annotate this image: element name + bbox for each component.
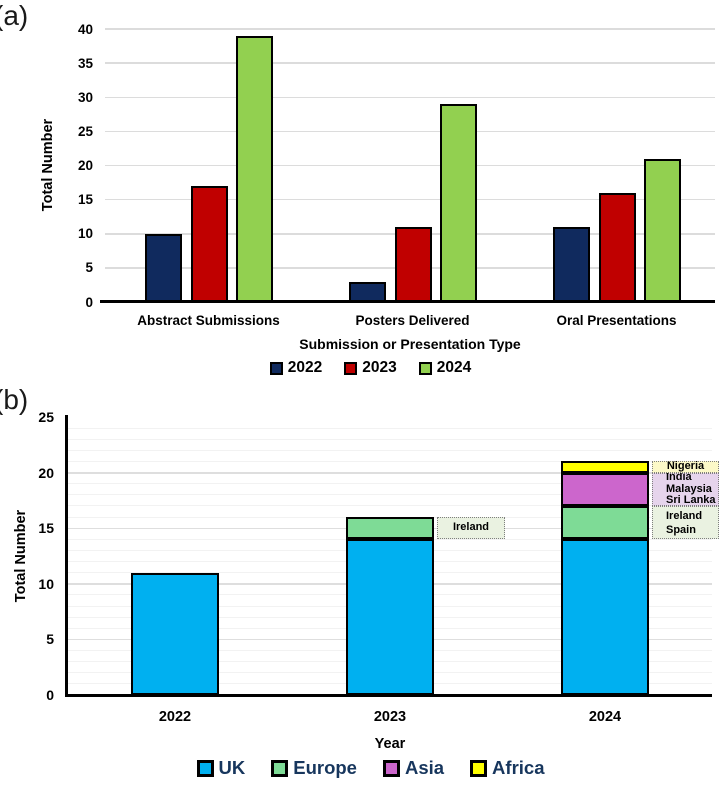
panel-a-y-tick-25: 25 bbox=[77, 123, 93, 139]
segment-europe-2023 bbox=[346, 517, 434, 540]
bar-2024-posters-delivered bbox=[440, 104, 477, 302]
bar-2023-oral-presentations bbox=[598, 192, 636, 302]
panel-a-category-label-1: Abstract Submissions bbox=[137, 313, 280, 328]
segment-uk-2023 bbox=[346, 539, 434, 695]
panel-b-category-label-2023: 2023 bbox=[373, 709, 407, 725]
panel-a-legend-swatch-2023 bbox=[344, 361, 358, 375]
panel-a-y-tick-30: 30 bbox=[77, 89, 93, 105]
segment-uk-2024 bbox=[561, 539, 649, 695]
panel-b-category-label-2022: 2022 bbox=[158, 709, 192, 725]
panel-a-y-tick-10: 10 bbox=[77, 226, 93, 242]
panel-b-category-label-2024: 2024 bbox=[588, 709, 622, 725]
panel-b-gridline-19 bbox=[68, 483, 712, 485]
panel-b-y-tick-15: 15 bbox=[38, 520, 54, 537]
panel-b-legend-item-africa: Africa bbox=[470, 757, 545, 779]
panel-b-legend-swatch-uk bbox=[196, 759, 214, 777]
segment-europe-2024 bbox=[561, 505, 649, 540]
annotation-text-line: Ireland bbox=[666, 509, 703, 522]
panel-a-gridline-40 bbox=[105, 28, 715, 30]
panel-a-y-tick-40: 40 bbox=[77, 21, 93, 37]
panel-b-legend-label-uk: UK bbox=[218, 757, 246, 778]
panel-a-x-axis-title: Submission or Presentation Type bbox=[299, 336, 521, 352]
panel-b-x-axis-title: Year bbox=[374, 736, 406, 752]
panel-b-legend-item-asia: Asia bbox=[382, 757, 445, 779]
panel-a-gridline-15 bbox=[105, 198, 715, 201]
panel-b-gridline-18 bbox=[68, 494, 712, 496]
panel-b-y-tick-20: 20 bbox=[38, 464, 54, 481]
panel-b-legend-label-europe: Europe bbox=[293, 757, 357, 778]
panel-b-y-tick-0: 0 bbox=[46, 687, 54, 703]
annotation-text-line: Spain bbox=[666, 523, 696, 536]
panel-b-legend-swatch-asia bbox=[382, 759, 400, 777]
panel-b-x-axis-line bbox=[65, 694, 712, 697]
annotation-text-line: Ireland bbox=[452, 521, 490, 534]
panel-a-y-tick-15: 15 bbox=[77, 192, 93, 208]
bar-2022-oral-presentations bbox=[553, 226, 590, 302]
panel-b-y-tick-25: 25 bbox=[38, 409, 54, 425]
panel-b-gridline-22 bbox=[68, 449, 712, 451]
panel-a-legend-item-2023: 2023 bbox=[344, 359, 397, 377]
segment-africa-2024 bbox=[561, 461, 649, 473]
panel-b-legend: UK Europe Asia Africa bbox=[10, 757, 721, 779]
panel-b-y-tick-10: 10 bbox=[38, 575, 54, 592]
bar-2022-abstract-submissions bbox=[145, 233, 182, 302]
segment-asia-2024 bbox=[561, 472, 649, 506]
panel-b-gridline-17 bbox=[68, 505, 712, 507]
panel-a-y-tick-5: 5 bbox=[85, 260, 93, 276]
panel-b-gridline-24 bbox=[68, 427, 712, 429]
annotation-text-line: India bbox=[666, 471, 692, 484]
annotation-box-nigeria: Nigeria bbox=[652, 460, 719, 473]
panel-a-legend-item-2024: 2024 bbox=[418, 359, 472, 377]
annotation-text-line: Sri Lanka bbox=[666, 494, 716, 507]
panel-b-gridline-21 bbox=[68, 460, 712, 462]
panel-a-legend-swatch-2022 bbox=[269, 361, 283, 375]
panel-a-legend: 2022 2023 2024 bbox=[10, 359, 721, 377]
annotation-text-line: Malaysia bbox=[666, 482, 712, 495]
bar-2022-posters-delivered bbox=[349, 281, 386, 302]
panel-a-y-tick-20: 20 bbox=[77, 158, 93, 173]
panel-b-gridline-20 bbox=[68, 472, 712, 474]
bar-2023-abstract-submissions bbox=[190, 185, 228, 302]
panel-a-legend-swatch-2024 bbox=[418, 361, 432, 375]
annotation-box-ireland: Ireland bbox=[437, 517, 505, 540]
bar-2024-oral-presentations bbox=[644, 158, 681, 302]
panel-a-legend-label-2023: 2023 bbox=[362, 359, 397, 376]
panel-b-legend-item-europe: Europe bbox=[271, 757, 357, 779]
panel-a-category-label-2: Posters Delivered bbox=[355, 313, 470, 328]
panel-b-label: (b) bbox=[0, 384, 29, 415]
panel-b-legend-item-uk: UK bbox=[196, 757, 246, 779]
panel-b-legend-swatch-africa bbox=[470, 759, 488, 777]
panel-b-y-axis-line bbox=[65, 415, 68, 697]
panel-a-y-tick-0: 0 bbox=[85, 294, 93, 310]
bar-2024-abstract-submissions bbox=[236, 35, 273, 302]
segment-uk-2022 bbox=[131, 572, 219, 695]
panel-b-gridline-23 bbox=[68, 438, 712, 440]
panel-b-legend-label-asia: Asia bbox=[404, 757, 445, 778]
annotation-text-line: Nigeria bbox=[666, 460, 705, 473]
panel-a-gridline-25 bbox=[105, 130, 715, 133]
panel-a-y-tick-35: 35 bbox=[77, 55, 93, 71]
annotation-box-ireland-spain: Ireland Spain bbox=[652, 505, 719, 540]
bar-2023-posters-delivered bbox=[394, 226, 432, 302]
panel-a-legend-label-2022: 2022 bbox=[287, 359, 323, 376]
panel-b-legend-swatch-europe bbox=[271, 759, 289, 777]
panel-a-legend-label-2024: 2024 bbox=[436, 359, 472, 376]
annotation-box-india-malaysia-sri-lanka: India Malaysia Sri Lanka bbox=[652, 471, 719, 507]
panel-a-gridline-30 bbox=[105, 96, 715, 98]
panel-a-gridline-35 bbox=[105, 62, 715, 64]
panel-a-gridline-20 bbox=[105, 164, 715, 167]
panel-a-category-label-3: Oral Presentations bbox=[556, 313, 677, 328]
panel-a-label: (a) bbox=[0, 0, 29, 31]
panel-b-legend-label-africa: Africa bbox=[492, 757, 545, 778]
panel-a-legend-item-2022: 2022 bbox=[269, 359, 323, 377]
panel-b-y-tick-5: 5 bbox=[46, 631, 54, 648]
